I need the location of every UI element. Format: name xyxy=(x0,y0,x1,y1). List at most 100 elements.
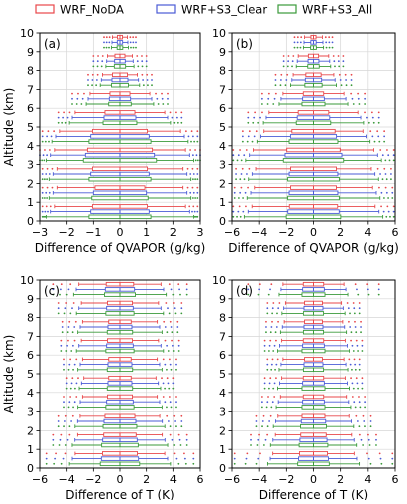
outlier-point xyxy=(244,191,247,194)
outlier-point xyxy=(269,288,271,291)
outlier-point xyxy=(71,307,73,310)
outlier-point xyxy=(46,178,49,181)
outlier-point xyxy=(296,46,299,49)
outlier-point xyxy=(391,462,394,465)
outlier-point xyxy=(246,173,248,175)
outlier-point xyxy=(105,41,108,44)
outlier-point xyxy=(42,154,45,157)
outlier-point xyxy=(358,425,361,428)
outlier-point xyxy=(347,307,350,310)
x-tick-label: 0 xyxy=(310,473,317,486)
outlier-point xyxy=(345,84,348,87)
outlier-point xyxy=(268,350,270,352)
outlier-point xyxy=(196,135,199,138)
outlier-point xyxy=(176,326,179,328)
outlier-point xyxy=(171,339,173,342)
outlier-point xyxy=(168,283,171,286)
outlier-point xyxy=(263,377,266,380)
outlier-point xyxy=(166,344,169,347)
y-tick-label: 5 xyxy=(219,368,226,381)
x-tick-label: 2 xyxy=(337,473,344,486)
x-tick-label: −2 xyxy=(278,473,294,486)
outlier-point xyxy=(255,414,258,417)
outlier-point xyxy=(161,97,164,100)
outlier-point xyxy=(60,339,63,342)
outlier-point xyxy=(274,73,277,76)
outlier-point xyxy=(63,406,65,409)
outlier-point xyxy=(196,197,199,199)
x-tick-label: −2 xyxy=(85,473,101,486)
x-tick-label: 4 xyxy=(364,473,371,486)
outlier-point xyxy=(367,433,369,436)
x-tick-label: 0 xyxy=(117,226,124,239)
outlier-point xyxy=(103,36,105,39)
x-tick-label: 0 xyxy=(117,473,124,486)
outlier-point xyxy=(270,326,273,328)
outlier-point xyxy=(268,420,271,422)
outlier-point xyxy=(64,452,67,455)
outlier-point xyxy=(66,438,69,441)
outlier-point xyxy=(331,46,334,49)
y-tick-label: 0 xyxy=(219,462,226,475)
outlier-point xyxy=(52,433,55,436)
outlier-point xyxy=(185,444,188,446)
outlier-point xyxy=(381,154,384,157)
outlier-point xyxy=(61,320,64,323)
outlier-point xyxy=(346,302,349,304)
outlier-point xyxy=(358,307,361,310)
outlier-point xyxy=(328,41,331,44)
outlier-point xyxy=(187,135,190,138)
outlier-point xyxy=(369,414,372,417)
y-tick-label: 1 xyxy=(219,443,226,456)
outlier-point xyxy=(364,92,367,95)
legend-swatch xyxy=(35,4,55,14)
outlier-point xyxy=(267,97,270,100)
x-tick-label: −4 xyxy=(251,226,267,239)
outlier-point xyxy=(351,382,354,385)
outlier-point xyxy=(60,350,63,352)
outlier-point xyxy=(233,452,236,455)
outlier-point xyxy=(172,350,175,352)
outlier-point xyxy=(241,130,244,133)
outlier-point xyxy=(263,387,266,390)
y-tick-label: 8 xyxy=(219,65,226,78)
outlier-point xyxy=(333,60,336,63)
outlier-point xyxy=(350,84,353,87)
outlier-point xyxy=(266,103,269,105)
outlier-point xyxy=(174,420,177,422)
outlier-point xyxy=(261,420,264,422)
outlier-point xyxy=(65,293,68,296)
outlier-point xyxy=(266,368,269,371)
outlier-point xyxy=(180,307,183,310)
outlier-point xyxy=(196,173,199,175)
y-tick-label: 10 xyxy=(212,27,226,40)
outlier-point xyxy=(194,159,197,162)
outlier-point xyxy=(354,320,356,323)
outlier-point xyxy=(57,116,60,119)
outlier-point xyxy=(271,312,274,315)
x-tick-label: −3 xyxy=(32,226,48,239)
outlier-point xyxy=(245,457,248,460)
outlier-point xyxy=(275,363,278,366)
outlier-point xyxy=(145,55,148,57)
outlier-point xyxy=(162,103,165,105)
outlier-point xyxy=(45,462,48,465)
outlier-point xyxy=(70,382,73,385)
outlier-point xyxy=(164,401,167,404)
outlier-point xyxy=(390,178,392,181)
outlier-point xyxy=(192,457,195,460)
outlier-point xyxy=(361,344,364,347)
outlier-point xyxy=(62,457,65,460)
outlier-point xyxy=(369,420,372,422)
outlier-point xyxy=(101,60,104,63)
outlier-point xyxy=(96,73,99,76)
outlier-point xyxy=(271,358,274,361)
outlier-point xyxy=(384,173,387,175)
x-tick-label: 2 xyxy=(337,226,344,239)
outlier-point xyxy=(76,97,79,100)
outlier-point xyxy=(135,46,137,49)
outlier-point xyxy=(360,326,362,328)
outlier-point xyxy=(328,46,331,49)
outlier-point xyxy=(67,288,70,291)
